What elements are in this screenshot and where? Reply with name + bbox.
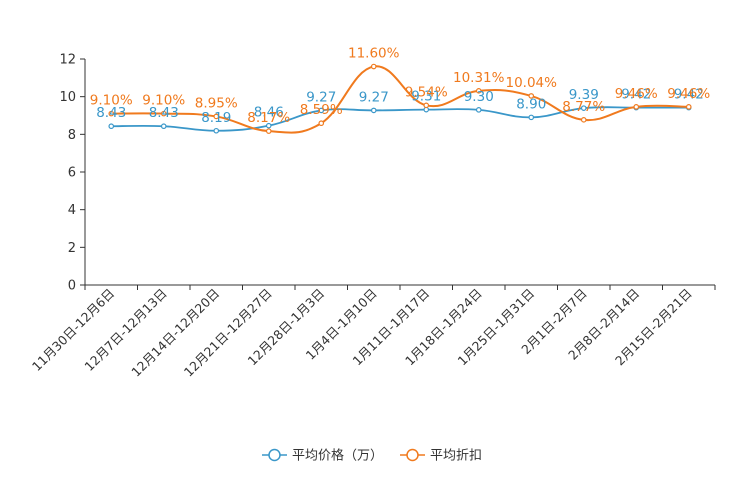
legend-item-1[interactable]: 平均折扣 xyxy=(400,449,482,464)
series-0-data-label: 8.90 xyxy=(516,96,546,112)
series-1-data-label: 10.31% xyxy=(453,70,505,86)
data-labels: 8.43 8.43 8.19 8.46 9.27 9.27 9.31 9.30 8.90 9.39… xyxy=(90,46,711,127)
y-tick-label: 4 xyxy=(68,203,76,218)
series-1-point xyxy=(370,63,377,70)
series-0-point xyxy=(160,123,167,130)
series-1-data-label: 10.04% xyxy=(506,75,558,91)
y-tick-label: 10 xyxy=(59,90,76,105)
series-0-data-label: 9.42 xyxy=(674,87,704,103)
series-1-data-label: 9.10% xyxy=(90,93,133,109)
series-0-point xyxy=(213,127,220,134)
x-tick-label: 12月14日-12月20日 xyxy=(128,286,222,380)
series-0-data-label: 9.27 xyxy=(306,89,336,105)
series-1-data-label: 8.17% xyxy=(247,110,290,126)
series-1-point xyxy=(633,104,640,110)
series-0-data-label: 8.46 xyxy=(254,105,284,121)
series-0-data-label: 8.43 xyxy=(96,105,126,121)
legend-label-1: 平均折扣 xyxy=(430,449,482,464)
series-1-data-label: 8.77% xyxy=(562,99,605,115)
x-tick-label: 12月21日-12月27日 xyxy=(181,286,275,380)
y-tick-label: 0 xyxy=(68,279,76,294)
series-0-point xyxy=(475,107,482,113)
series-0-point xyxy=(528,114,535,121)
series-0-point xyxy=(265,122,272,129)
series-1-point xyxy=(108,110,115,117)
series-1-point xyxy=(580,117,587,123)
series-0-data-label: 9.30 xyxy=(464,89,494,105)
series-1-point xyxy=(160,110,167,117)
series-1-data-label: 8.59% xyxy=(300,102,343,118)
series-0-data-label: 9.27 xyxy=(359,89,389,105)
legend[interactable]: 平均价格（万） 平均折扣 xyxy=(262,448,482,464)
series-0-data-label: 8.43 xyxy=(149,105,179,121)
y-tick-label: 12 xyxy=(59,53,76,68)
legend-marker-1 xyxy=(406,448,419,462)
series-1-data-label: 11.60% xyxy=(348,46,400,62)
series-0-data-label: 9.31 xyxy=(411,89,441,105)
y-tick-label: 2 xyxy=(68,241,76,256)
series-1-point xyxy=(423,102,430,109)
series-0-data-label: 9.39 xyxy=(569,87,599,103)
series-0-point xyxy=(108,123,115,130)
series-1-point xyxy=(475,88,482,94)
series-line-0 xyxy=(111,106,689,132)
series-1-data-label: 9.46% xyxy=(667,86,710,102)
series-1-data-label: 9.46% xyxy=(615,86,658,102)
y-tick-label: 8 xyxy=(68,128,76,143)
series-1-point xyxy=(318,120,325,127)
series-1-point xyxy=(213,113,220,120)
legend-item-0[interactable]: 平均价格（万） xyxy=(262,448,383,464)
series-0-point xyxy=(370,107,377,114)
series-0-point xyxy=(580,105,587,111)
legend-marker-0 xyxy=(268,448,281,462)
series-1-data-label: 9.54% xyxy=(405,84,448,100)
series-0-data-label: 9.42 xyxy=(621,87,651,103)
series-1-data-label: 8.95% xyxy=(195,95,238,111)
series-1-data-label: 9.10% xyxy=(142,93,185,109)
legend-label-0: 平均价格（万） xyxy=(292,448,383,464)
series-0-data-label: 8.19 xyxy=(201,110,231,126)
series-1-point xyxy=(265,128,272,134)
series-0-point xyxy=(318,107,325,114)
series-1-point xyxy=(685,104,692,110)
series-1-point xyxy=(528,93,535,99)
y-tick-label: 6 xyxy=(68,166,76,181)
series-lines xyxy=(108,63,692,134)
